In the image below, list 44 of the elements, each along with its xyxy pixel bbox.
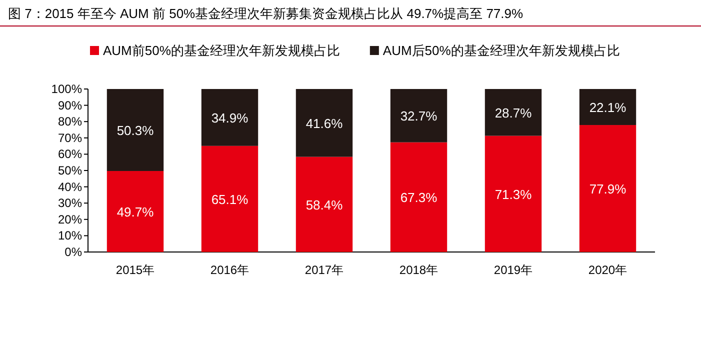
y-tick-label: 90% xyxy=(58,98,82,112)
chart-title: 图 7：2015 年至今 AUM 前 50%基金经理次年新募集资金规模占比从 49.7%提高至 77.9% xyxy=(8,6,524,21)
bar xyxy=(484,136,542,252)
data-label: 71.3% xyxy=(494,186,532,202)
data-label: 50.3% xyxy=(116,122,154,138)
bar xyxy=(579,89,636,126)
y-tick-label: 0% xyxy=(64,245,82,259)
y-tick-label: 50% xyxy=(58,164,82,178)
y-tick-label: 60% xyxy=(58,147,82,162)
y-tick-label: 80% xyxy=(58,114,82,129)
data-label: 34.9% xyxy=(211,110,249,126)
y-tick-label: 10% xyxy=(58,228,82,243)
data-label: 65.1% xyxy=(211,192,249,207)
x-tick-label: 2018年 xyxy=(399,263,438,277)
y-tick-label: 30% xyxy=(58,196,82,210)
data-label: 22.1% xyxy=(589,100,627,116)
data-label: 32.7% xyxy=(400,108,438,124)
x-tick-label: 2019年 xyxy=(494,263,533,277)
data-label: 58.4% xyxy=(306,197,344,212)
data-label: 41.6% xyxy=(306,116,344,131)
data-label: 67.3% xyxy=(400,190,438,206)
bar xyxy=(484,89,542,136)
data-label: 77.9% xyxy=(589,182,627,197)
data-label: 49.7% xyxy=(116,204,154,220)
bar xyxy=(201,89,258,146)
legend-label: AUM后50%的基金经理次年新发规模占比 xyxy=(382,43,620,58)
bar xyxy=(296,89,353,157)
bar xyxy=(201,146,258,252)
bar xyxy=(579,125,636,252)
y-tick-label: 40% xyxy=(58,180,82,194)
bar xyxy=(106,170,164,252)
bar xyxy=(390,89,448,142)
x-tick-label: 2020年 xyxy=(588,263,628,277)
bar xyxy=(390,142,448,252)
bar xyxy=(106,89,164,171)
x-tick-label: 2015年 xyxy=(116,263,155,277)
x-tick-label: 2017年 xyxy=(304,263,344,277)
y-tick-label: 100% xyxy=(51,82,82,96)
data-label: 28.7% xyxy=(494,105,532,120)
x-tick-label: 2016年 xyxy=(210,263,250,277)
legend-label: AUM前50%的基金经理次年新发规模占比 xyxy=(103,43,340,58)
y-tick-label: 20% xyxy=(58,212,82,226)
y-tick-label: 70% xyxy=(58,130,82,145)
bar xyxy=(296,156,353,252)
